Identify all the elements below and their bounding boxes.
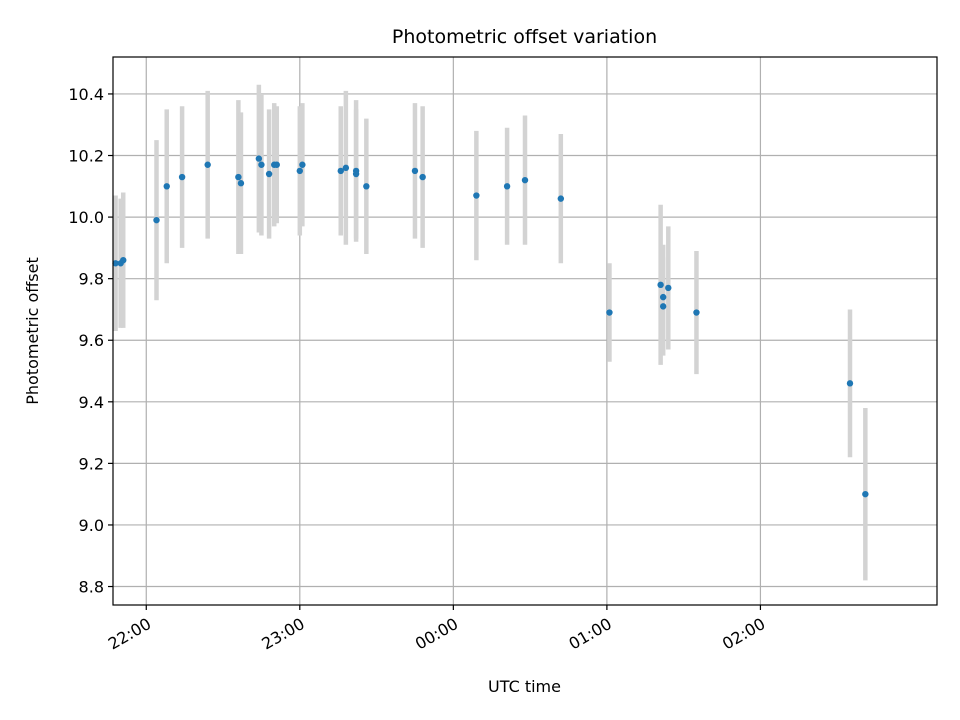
data-point [273, 161, 280, 168]
data-points [112, 155, 869, 498]
data-point [235, 173, 242, 181]
data-point [557, 195, 565, 202]
x-tick-label: 02:00 [719, 614, 768, 654]
data-point [352, 170, 360, 178]
y-tick-label: 8.8 [79, 578, 104, 597]
data-point [503, 183, 511, 190]
data-point [693, 309, 700, 316]
data-point [657, 281, 664, 289]
data-point [659, 303, 667, 310]
data-point [665, 284, 672, 292]
x-tick-label: 23:00 [258, 614, 307, 654]
y-tick-label: 9.2 [79, 454, 104, 473]
data-point [112, 260, 119, 267]
plot-area [112, 56, 938, 606]
y-tick-label: 9.8 [79, 270, 104, 289]
y-axis: 8.8 9.0 9.2 9.4 9.6 9.8 10.0 10.2 10.4 [68, 85, 113, 597]
y-tick-label: 10.0 [68, 208, 104, 227]
data-point [120, 256, 127, 264]
data-point [419, 173, 426, 181]
data-point [862, 490, 869, 498]
data-point [342, 164, 350, 172]
data-point [237, 180, 245, 187]
data-point [299, 161, 306, 168]
y-tick-label: 10.4 [68, 85, 104, 104]
data-point [178, 173, 186, 181]
data-point [258, 161, 265, 168]
y-tick-label: 9.4 [79, 393, 104, 412]
y-axis-label: Photometric offset [23, 257, 42, 405]
data-point [204, 161, 211, 168]
chart-title: Photometric offset variation [392, 26, 657, 48]
y-tick-label: 9.0 [79, 516, 104, 535]
data-point [473, 192, 480, 199]
x-axis: 22:00 23:00 00:00 01:00 02:00 [105, 605, 768, 654]
error-bars [113, 84, 868, 581]
data-point [606, 309, 613, 316]
data-point [337, 167, 344, 175]
x-tick-label: 00:00 [412, 614, 461, 654]
data-point [659, 293, 667, 301]
data-point [265, 170, 273, 178]
data-point [411, 167, 419, 175]
x-tick-label: 22:00 [105, 614, 154, 654]
x-axis-label: UTC time [488, 677, 561, 696]
data-point [846, 380, 854, 387]
data-point [363, 183, 370, 190]
data-point [163, 183, 170, 190]
data-point [521, 176, 529, 184]
data-point [255, 155, 263, 162]
data-point [153, 216, 160, 224]
y-tick-label: 10.2 [68, 147, 104, 166]
x-tick-label: 01:00 [565, 614, 614, 654]
y-tick-label: 9.6 [79, 331, 104, 350]
data-point [296, 167, 304, 175]
